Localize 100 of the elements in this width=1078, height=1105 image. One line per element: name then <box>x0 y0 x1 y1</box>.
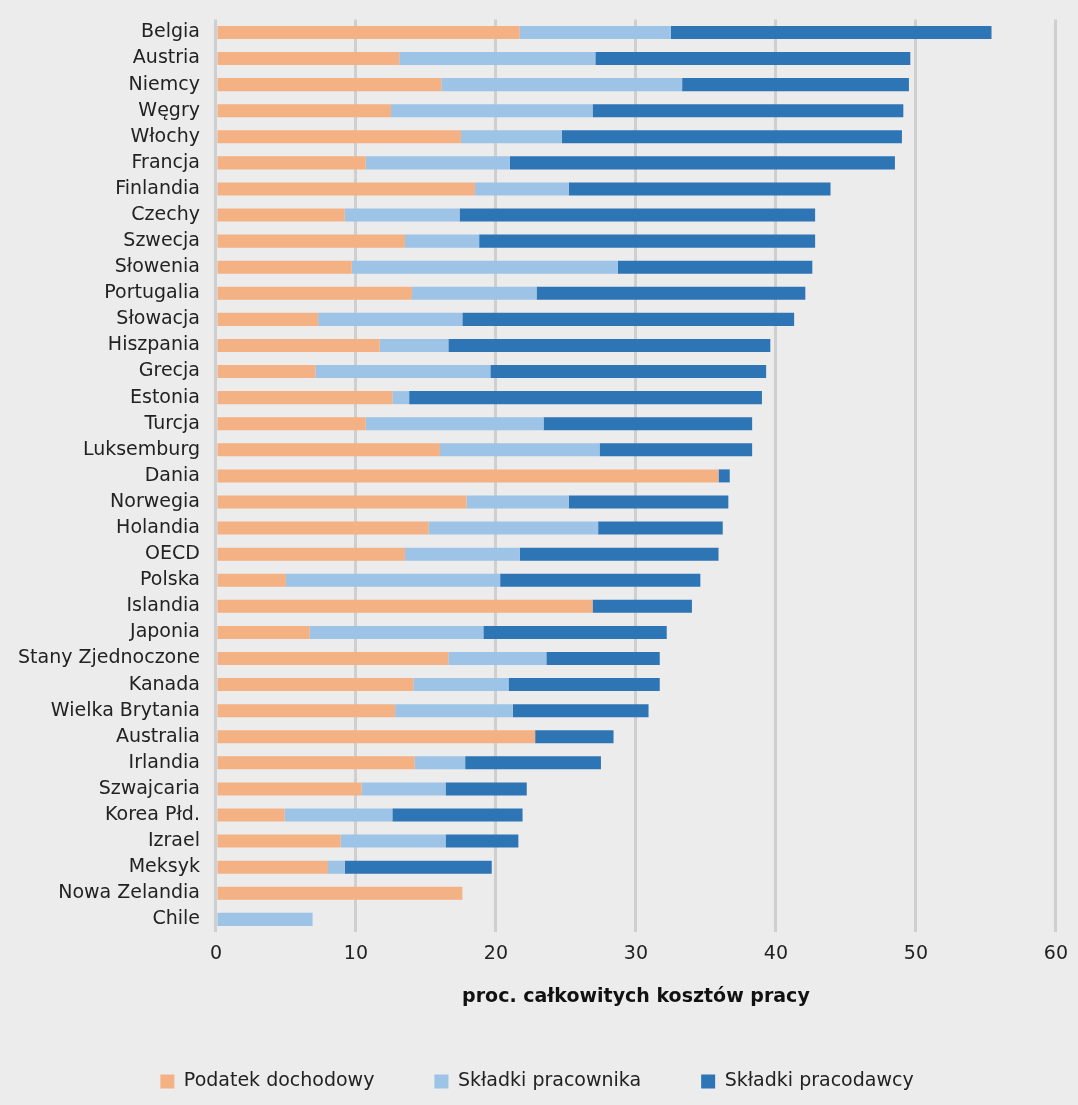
y-tick-label: Szwecja <box>123 228 200 251</box>
bar <box>217 521 429 535</box>
bar <box>344 860 492 874</box>
bar <box>217 704 396 718</box>
bar <box>441 78 683 92</box>
y-tick-label: Portugalia <box>104 280 200 303</box>
y-tick-label: Szwajcaria <box>98 775 200 798</box>
x-tick-label: 40 <box>763 940 789 963</box>
y-tick-label: Węgry <box>138 97 200 120</box>
bar <box>340 834 446 848</box>
bar <box>448 651 547 666</box>
bar <box>217 625 310 639</box>
bar <box>682 78 909 92</box>
y-tick-label: Turcja <box>143 410 200 433</box>
bar <box>399 52 596 66</box>
y-tick-label: Nowa Zelandia <box>58 880 200 903</box>
y-tick-label: Meksyk <box>128 854 200 877</box>
bar <box>217 156 366 170</box>
bar <box>509 156 895 170</box>
bar <box>217 104 391 118</box>
bar <box>217 599 593 613</box>
bar <box>519 547 719 561</box>
bar <box>217 469 719 483</box>
bar <box>365 156 510 170</box>
y-tick-label: Korea Płd. <box>105 801 200 824</box>
y-tick-label: Luksemburg <box>82 436 200 459</box>
bar <box>217 912 313 926</box>
bar <box>599 443 753 457</box>
bar <box>561 130 902 144</box>
bar <box>217 312 319 326</box>
bar <box>462 312 795 326</box>
bar <box>448 338 771 352</box>
y-tick-label: Francja <box>131 149 200 172</box>
bar <box>217 860 328 874</box>
bar <box>439 443 600 457</box>
y-tick-label: Hiszpania <box>107 332 200 355</box>
bar <box>670 25 992 39</box>
bar <box>508 678 660 692</box>
bar <box>392 391 410 405</box>
x-tick-label: 60 <box>1043 940 1069 963</box>
y-tick-label: Czechy <box>131 201 200 224</box>
bar <box>217 678 414 692</box>
legend-label: Składki pracownika <box>457 1068 642 1091</box>
y-tick-label: Irlandia <box>128 749 200 772</box>
y-tick-label: Kanada <box>128 671 200 694</box>
bar <box>543 417 753 431</box>
y-tick-label: Grecja <box>138 358 200 381</box>
bar <box>568 495 729 509</box>
y-tick-label: Islandia <box>126 593 200 616</box>
bar <box>411 286 537 300</box>
y-tick-label: Austria <box>132 45 200 68</box>
bar <box>217 730 536 744</box>
bar <box>217 78 442 92</box>
bar <box>365 417 544 431</box>
y-tick-label: Stany Zjednoczone <box>18 645 200 668</box>
y-tick-label: Finlandia <box>115 175 200 198</box>
y-tick-label: Włochy <box>130 123 200 146</box>
bar <box>546 651 660 666</box>
bar <box>217 651 449 666</box>
legend-label: Podatek dochodowy <box>183 1068 375 1091</box>
bar <box>474 182 569 196</box>
y-tick-label: Norwegia <box>110 488 200 511</box>
y-tick-label: Estonia <box>130 384 200 407</box>
bar <box>617 260 813 274</box>
x-tick-label: 50 <box>903 940 929 963</box>
y-tick-label: Izrael <box>147 828 200 851</box>
y-tick-label: Chile <box>152 906 200 929</box>
bar <box>217 782 362 796</box>
bar <box>217 808 285 822</box>
bar <box>595 52 911 66</box>
bar <box>327 860 345 874</box>
bar <box>404 234 480 248</box>
bar <box>217 756 415 770</box>
bar <box>217 886 463 900</box>
bar <box>460 130 562 144</box>
y-tick-label: Belgia <box>140 19 200 42</box>
bar <box>361 782 446 796</box>
y-tick-label: Niemcy <box>128 71 200 94</box>
bar <box>217 338 380 352</box>
bar <box>217 547 405 561</box>
y-tick-label: OECD <box>145 541 200 564</box>
bar <box>379 338 449 352</box>
bar <box>512 704 649 718</box>
bar <box>217 182 475 196</box>
bar <box>445 834 519 848</box>
bar <box>217 573 286 587</box>
bar <box>483 625 667 639</box>
bar <box>479 234 816 248</box>
bar <box>500 573 701 587</box>
bar <box>592 599 692 613</box>
bar <box>351 260 618 274</box>
bar <box>318 312 463 326</box>
bar <box>344 208 460 222</box>
bar <box>390 104 593 118</box>
bar <box>445 782 527 796</box>
y-tick-label: Australia <box>115 723 200 746</box>
bar <box>309 625 484 639</box>
bar <box>592 104 904 118</box>
bar <box>217 260 352 274</box>
x-tick-label: 20 <box>483 940 509 963</box>
